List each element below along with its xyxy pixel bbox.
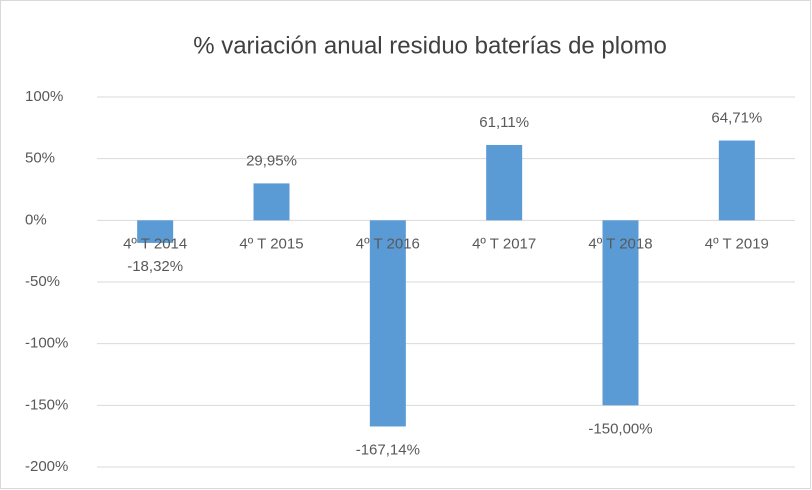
value-label: -167,14% — [356, 441, 420, 458]
x-tick-label: 4º T 2015 — [239, 235, 303, 252]
y-tick-label: -200% — [25, 458, 68, 475]
y-tick-label: -100% — [25, 335, 68, 352]
x-tick-label: 4º T 2019 — [705, 235, 769, 252]
value-label: -18,32% — [127, 258, 183, 275]
bar — [602, 220, 639, 406]
y-tick-label: 50% — [25, 150, 55, 167]
y-tick-label: 0% — [25, 211, 47, 228]
x-tick-label: 4º T 2018 — [588, 235, 652, 252]
bar — [369, 220, 406, 427]
x-tick-label: 4º T 2014 — [123, 235, 187, 252]
y-tick-label: -50% — [25, 273, 60, 290]
bar — [137, 220, 174, 243]
value-label: -150,00% — [588, 420, 652, 437]
chart-title: % variación anual residuo baterías de pl… — [193, 32, 667, 59]
value-label: 29,95% — [246, 152, 297, 169]
x-tick-label: 4º T 2016 — [356, 235, 420, 252]
value-label: 61,11% — [479, 114, 529, 131]
value-label: 64,71% — [711, 109, 762, 126]
bar — [718, 140, 755, 221]
bar — [253, 183, 290, 221]
bar — [486, 144, 523, 221]
y-tick-label: -150% — [25, 396, 68, 413]
y-tick-label: 100% — [25, 88, 63, 105]
x-tick-label: 4º T 2017 — [472, 235, 536, 252]
